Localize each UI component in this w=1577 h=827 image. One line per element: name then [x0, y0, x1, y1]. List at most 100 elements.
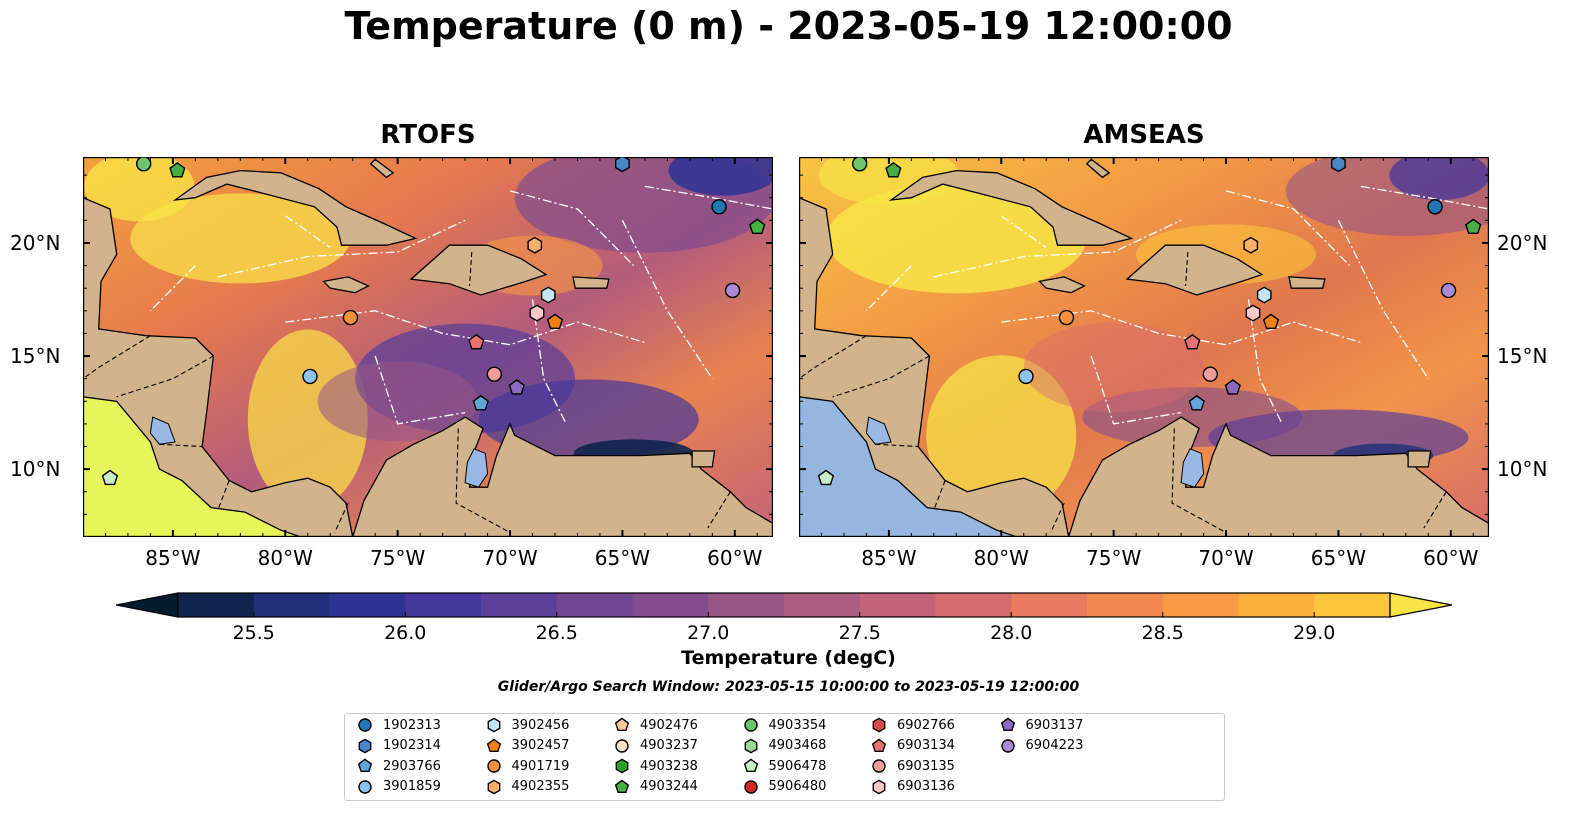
- legend-marker-icon: [871, 738, 887, 752]
- platform-marker-4902355[interactable]: [1243, 236, 1259, 254]
- platform-marker-1902314[interactable]: [1331, 157, 1346, 173]
- legend-marker-icon: [743, 718, 758, 732]
- lon-tick-label: 60°W: [707, 546, 763, 570]
- platform-marker-1902313[interactable]: [1427, 199, 1443, 215]
- lat-tick-label-left: 15°N: [10, 344, 61, 369]
- lon-tick-label: 85°W: [861, 546, 917, 570]
- platform-marker-4901719[interactable]: [1058, 309, 1075, 326]
- legend-marker-icon: [358, 779, 372, 794]
- legend-marker-icon: [486, 759, 501, 773]
- colorbar: [116, 592, 1452, 618]
- legend-marker-icon: [1000, 738, 1015, 753]
- platform-marker-6903137[interactable]: [1224, 379, 1241, 395]
- colorbar-tick-label: 26.5: [535, 622, 578, 644]
- legend-item-2903766: 2903766: [357, 757, 441, 775]
- legend-label: 6904223: [1025, 738, 1084, 753]
- legend-label: 3902457: [511, 738, 570, 753]
- platform-legend: 1902313 1902314 2903766 3901859 3902456 39024…: [344, 713, 1225, 801]
- platform-marker-4903354[interactable]: [851, 157, 868, 172]
- legend-item-1902314: 1902314: [357, 737, 441, 755]
- platform-marker-5906478[interactable]: [817, 469, 835, 486]
- legend-label: 3902456: [511, 717, 570, 733]
- platform-marker-6904223[interactable]: [724, 282, 741, 299]
- platform-marker-3902456[interactable]: [1256, 286, 1272, 304]
- legend-marker-icon: [615, 758, 629, 774]
- lon-tick-label: 75°W: [1086, 546, 1142, 570]
- platform-marker-3902457[interactable]: [546, 313, 564, 330]
- colorbar-tick-label: 27.0: [687, 622, 730, 644]
- platform-marker-3902457[interactable]: [1262, 313, 1280, 330]
- platform-marker-6903136[interactable]: [1245, 304, 1261, 322]
- legend-item-6904223: 6904223: [1000, 737, 1084, 755]
- legend-item-4903238: 4903238: [614, 757, 698, 775]
- legend-item-3901859: 3901859: [357, 778, 441, 796]
- platform-marker-6903135[interactable]: [486, 366, 503, 382]
- lat-tick-label-left: 10°N: [10, 457, 61, 482]
- legend-item-5906480: 5906480: [743, 778, 827, 796]
- legend-item-4903237: 4903237: [614, 737, 698, 755]
- legend-label: 3901859: [383, 779, 441, 794]
- legend-marker-icon: [487, 779, 500, 794]
- legend-label: 4903238: [640, 758, 698, 774]
- platform-marker-3902456[interactable]: [540, 286, 556, 304]
- platform-marker-4902355[interactable]: [527, 236, 543, 254]
- legend-item-6903137: 6903137: [1000, 716, 1083, 734]
- colorbar-tick-label: 27.5: [838, 622, 881, 644]
- colorbar-tick-label: 28.0: [990, 622, 1033, 644]
- legend-marker-icon: [872, 759, 886, 773]
- legend-item-6902766: 6902766: [871, 716, 955, 734]
- platform-marker-4903244[interactable]: [749, 218, 766, 235]
- platform-marker-4901719[interactable]: [342, 309, 359, 326]
- platform-marker-4903354[interactable]: [135, 157, 152, 172]
- legend-label: 2903766: [383, 758, 441, 774]
- legend-item-4901719: 4901719: [486, 757, 570, 775]
- legend-marker-icon: [614, 717, 630, 732]
- platform-marker-1902314[interactable]: [615, 157, 630, 173]
- platform-marker-6903136[interactable]: [529, 304, 545, 322]
- legend-marker-icon: [614, 779, 630, 793]
- platform-marker-6903134[interactable]: [1184, 333, 1201, 350]
- colorbar-label: Temperature (degC): [681, 647, 896, 669]
- platform-marker-2903766[interactable]: [1188, 394, 1205, 411]
- legend-item-4903468: 4903468: [743, 737, 826, 755]
- legend-item-3902457: 3902457: [486, 737, 570, 755]
- platform-marker-6903135[interactable]: [1202, 366, 1219, 382]
- main-title: Temperature (0 m) - 2023-05-19 12:00:00: [344, 4, 1233, 48]
- legend-marker-icon: [743, 779, 758, 794]
- rtofs-map[interactable]: [83, 157, 773, 537]
- legend-marker-icon: [486, 738, 501, 752]
- legend-marker-icon: [487, 717, 500, 733]
- colorbar-tick-label: 29.0: [1293, 622, 1336, 644]
- lon-tick-label: 75°W: [370, 546, 426, 570]
- platform-marker-6903137[interactable]: [508, 379, 525, 395]
- platform-marker-2903766[interactable]: [472, 394, 489, 411]
- platform-marker-4903244[interactable]: [885, 162, 902, 178]
- lat-tick-label-right: 15°N: [1497, 344, 1548, 369]
- platform-marker-1902313[interactable]: [711, 199, 727, 215]
- legend-label: 6903134: [897, 738, 955, 753]
- legend-item-6903134: 6903134: [871, 737, 955, 755]
- platform-marker-4903244[interactable]: [169, 162, 186, 178]
- platform-marker-3901859[interactable]: [1018, 368, 1034, 385]
- legend-marker-icon: [872, 779, 886, 794]
- platform-marker-3901859[interactable]: [302, 368, 318, 385]
- legend-item-5906478: 5906478: [743, 757, 826, 775]
- legend-marker-icon: [358, 718, 372, 732]
- platform-marker-6903134[interactable]: [468, 333, 485, 350]
- platform-marker-5906478[interactable]: [101, 469, 119, 486]
- legend-marker-icon: [1000, 717, 1015, 732]
- legend-item-1902313: 1902313: [357, 716, 441, 734]
- platform-marker-4903244[interactable]: [1465, 218, 1482, 235]
- legend-marker-icon: [358, 738, 372, 753]
- legend-marker-icon: [615, 738, 629, 753]
- legend-label: 4901719: [511, 758, 570, 774]
- amseas-map[interactable]: [799, 157, 1489, 537]
- legend-label: 6903136: [897, 779, 955, 794]
- lat-tick-label-right: 20°N: [1497, 230, 1548, 255]
- platform-marker-6904223[interactable]: [1440, 282, 1457, 299]
- legend-marker-icon: [743, 758, 758, 773]
- legend-label: 5906480: [768, 779, 827, 794]
- lon-tick-label: 60°W: [1423, 546, 1479, 570]
- legend-label: 4903237: [640, 738, 698, 753]
- legend-item-6903135: 6903135: [871, 757, 955, 775]
